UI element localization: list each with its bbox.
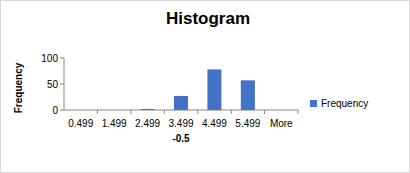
title: Histogram [166,9,250,28]
y-tick [60,58,64,59]
x-tick-label: 0.499 [68,118,93,129]
chart-frame [1,1,410,173]
x-tick-label: 1.499 [102,118,127,129]
x-tick-label: 2.499 [135,118,160,129]
bar [74,110,88,111]
bar [174,96,188,110]
legend-swatch [310,100,317,107]
bar [141,109,155,110]
x-tick-label: 4.499 [202,118,227,129]
x-tick [298,110,299,114]
y-tick [60,110,64,111]
bar [207,69,221,110]
x-axis-title: -0.5 [172,133,190,144]
x-tick-label: More [270,118,293,129]
bar [274,110,288,111]
x-tick [264,110,265,114]
bar [241,80,255,110]
x-tick [97,110,98,114]
x-tick [197,110,198,114]
x-tick [130,110,131,114]
y-axis [64,58,65,110]
x-tick [231,110,232,114]
y-tick-label: 100 [41,53,58,64]
y-tick-label: 0 [52,105,58,116]
chart: Histogram 0 50 100 0.499 1.499 2.499 3.499 4.499… [0,0,410,173]
y-tick [60,84,64,85]
x-tick-label: 5.499 [235,118,260,129]
legend-label: Frequency [321,98,368,109]
bar [107,110,121,111]
x-tick [164,110,165,114]
y-axis-title: Frequency [13,62,24,113]
x-tick-label: 3.499 [168,118,193,129]
y-tick-label: 50 [47,79,59,90]
